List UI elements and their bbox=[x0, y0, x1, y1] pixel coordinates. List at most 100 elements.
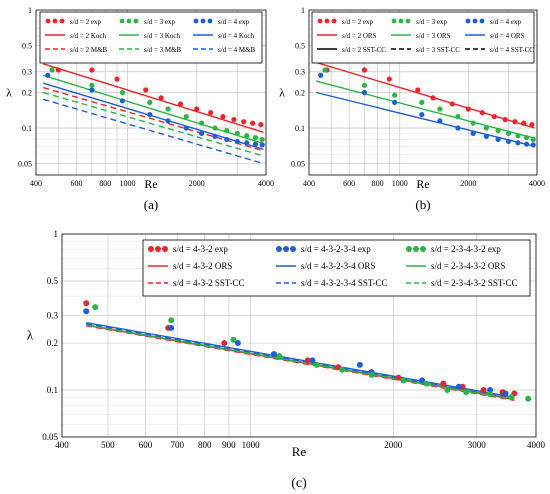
legend-marker-2-0 bbox=[406, 246, 412, 252]
x-tick-label: 800 bbox=[372, 179, 384, 188]
x-tick-label: 1000 bbox=[120, 179, 136, 188]
legend-label: s/d = 4 Koch bbox=[218, 32, 255, 40]
data-point-s0-2 bbox=[221, 340, 228, 347]
data-point-s2-11 bbox=[252, 141, 259, 147]
data-point-s0-10 bbox=[231, 116, 237, 123]
data-point-s0-4 bbox=[415, 87, 421, 93]
data-point-s2-9 bbox=[444, 387, 451, 394]
data-point-s0-6 bbox=[449, 101, 455, 107]
legend-marker-1-0 bbox=[119, 18, 125, 24]
legend: s/d = 2 exp s/d = 3 exp s/d = 4 exp s/d = 2… bbox=[39, 11, 263, 64]
data-point-s2-5 bbox=[183, 125, 189, 131]
x-tick-label: 700 bbox=[170, 440, 184, 450]
x-tick-label: 2000 bbox=[384, 440, 403, 450]
data-point-s1-8 bbox=[495, 128, 501, 134]
y-tick-label: 0.3 bbox=[22, 68, 32, 77]
y-tick-label: 1 bbox=[301, 6, 305, 15]
legend-marker-0-2 bbox=[331, 18, 337, 24]
data-point-s0-0 bbox=[83, 300, 90, 307]
legend-marker-1-1 bbox=[126, 18, 132, 24]
data-point-s0-8 bbox=[479, 110, 485, 116]
legend-marker-0-0 bbox=[317, 18, 323, 24]
data-point-s2-4 bbox=[437, 118, 443, 124]
data-point-s2-5 bbox=[455, 125, 461, 131]
legend-marker-1-0 bbox=[276, 246, 282, 252]
y-tick-label: 0.3 bbox=[295, 68, 305, 77]
data-point-s2-2 bbox=[119, 98, 126, 104]
y-tick-label: 1 bbox=[54, 229, 59, 239]
data-point-s2-12 bbox=[530, 142, 536, 148]
legend-label: s/d = 3 ORS bbox=[416, 32, 451, 40]
legend-marker-1-1 bbox=[283, 246, 289, 252]
x-tick-label: 500 bbox=[101, 440, 115, 450]
data-point-s1-2 bbox=[392, 92, 398, 98]
y-tick-label: 0.2 bbox=[22, 89, 32, 98]
y-tick-label: 0.05 bbox=[291, 160, 305, 169]
data-point-s0-11 bbox=[480, 387, 487, 394]
plot-frame bbox=[61, 233, 537, 438]
legend-marker-1-1 bbox=[398, 18, 404, 24]
data-point-s1-10 bbox=[502, 390, 509, 397]
plot-frame bbox=[308, 9, 538, 176]
data-point-s1-10 bbox=[515, 133, 521, 139]
data-point-s1-8 bbox=[224, 128, 230, 134]
series-line-7 bbox=[43, 91, 264, 157]
legend-label: s/d = 4-3-2-3-4 exp bbox=[301, 244, 371, 254]
legend-label: s/d = 4-3-2 ORS bbox=[173, 261, 232, 271]
data-point-s1-5 bbox=[455, 113, 461, 120]
data-point-s0-7 bbox=[395, 374, 402, 381]
legend-marker-2-2 bbox=[479, 18, 485, 24]
data-point-s2-4 bbox=[313, 361, 320, 368]
legend-label: s/d = 2-3-4-3-2 exp bbox=[431, 244, 501, 254]
data-point-s2-0 bbox=[45, 72, 51, 78]
chart-panel-3: 400 500 600 700 800 900 1000 2000 3000 4000 0.05 0.… bbox=[27, 229, 546, 491]
legend-marker-1-2 bbox=[290, 246, 296, 252]
data-point-s1-3 bbox=[270, 351, 277, 358]
data-point-s2-9 bbox=[505, 138, 512, 145]
data-point-s2-12 bbox=[508, 394, 515, 401]
data-point-s1-1 bbox=[361, 82, 368, 88]
data-point-s0-2 bbox=[361, 67, 368, 73]
x-tick-label: 2000 bbox=[460, 179, 476, 188]
legend-label: s/d = 2 M&B bbox=[70, 46, 108, 54]
legend-label: s/d = 4 exp bbox=[490, 18, 521, 26]
data-point-s1-1 bbox=[89, 82, 95, 88]
y-axis-label: λ bbox=[6, 86, 12, 100]
y-tick-label: 0.05 bbox=[42, 432, 58, 442]
x-axis-label: Re bbox=[292, 444, 307, 459]
x-axis-label: Re bbox=[416, 177, 429, 191]
data-point-s1-0 bbox=[83, 308, 90, 315]
y-tick-label: 0.1 bbox=[47, 385, 58, 395]
data-point-s0-4 bbox=[143, 87, 149, 93]
legend-label: s/d = 4 SST-CC bbox=[490, 46, 534, 54]
legend-marker-2-1 bbox=[472, 18, 478, 24]
legend-marker-2-0 bbox=[465, 18, 471, 24]
legend-marker-2-2 bbox=[207, 18, 213, 24]
series-line-6 bbox=[86, 325, 515, 401]
data-point-s2-8 bbox=[423, 380, 430, 387]
data-point-s0-9 bbox=[491, 113, 497, 120]
legend-marker-0-1 bbox=[52, 18, 58, 24]
x-axis-label: Re bbox=[144, 177, 157, 191]
data-point-s2-11 bbox=[523, 141, 530, 147]
data-point-s1-9 bbox=[487, 387, 494, 394]
series-layer bbox=[83, 300, 532, 402]
data-point-s2-13 bbox=[525, 395, 532, 402]
legend-label: s/d = 4 exp bbox=[218, 18, 249, 26]
data-point-s0-10 bbox=[502, 116, 508, 123]
chart-panel-2: 400 600 800 1000 2000 4000 0.05 0.1 0.2 0.3 0.5 1 Re… bbox=[279, 6, 545, 212]
x-tick-label: 800 bbox=[99, 179, 111, 188]
data-point-s0-5 bbox=[430, 95, 436, 101]
data-point-s0-5 bbox=[158, 95, 164, 101]
legend-marker-0-1 bbox=[155, 246, 161, 252]
y-tick-label: 0.5 bbox=[47, 276, 59, 286]
data-point-s1-2 bbox=[119, 89, 126, 96]
legend-marker-2-2 bbox=[420, 246, 426, 252]
data-point-s2-1 bbox=[361, 89, 368, 96]
x-tick-label: 600 bbox=[139, 440, 153, 450]
y-tick-label: 0.3 bbox=[47, 311, 59, 321]
x-tick-label: 400 bbox=[55, 440, 69, 450]
data-point-s1-7 bbox=[212, 125, 218, 131]
legend-label: s/d = 2 exp bbox=[70, 18, 101, 26]
